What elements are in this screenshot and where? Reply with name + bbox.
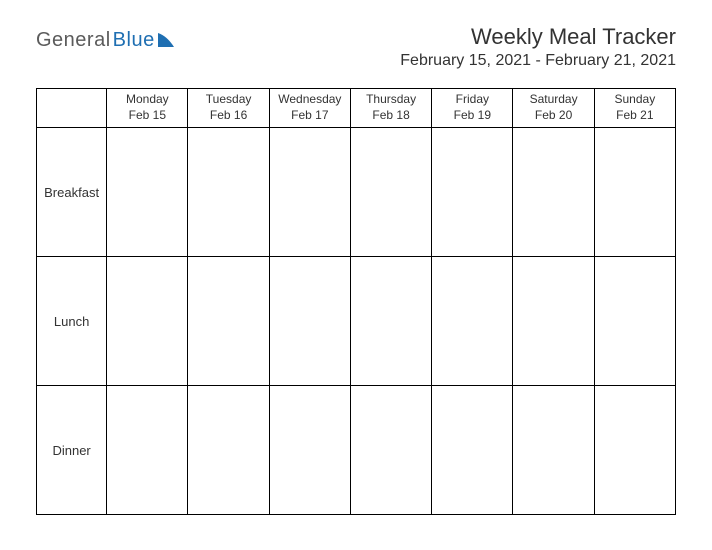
cell xyxy=(513,386,594,515)
cell xyxy=(350,386,431,515)
table-row-dinner: Dinner xyxy=(37,386,676,515)
col-daydate: Feb 16 xyxy=(188,108,268,124)
table-header-row: Monday Feb 15 Tuesday Feb 16 Wednesday F… xyxy=(37,89,676,128)
col-daydate: Feb 18 xyxy=(351,108,431,124)
header-row: General Blue Weekly Meal Tracker Februar… xyxy=(36,24,676,70)
cell xyxy=(432,257,513,386)
cell xyxy=(432,128,513,257)
col-dayname: Monday xyxy=(107,92,187,108)
col-dayname: Wednesday xyxy=(270,92,350,108)
cell xyxy=(188,257,269,386)
cell xyxy=(594,128,675,257)
table-corner-cell xyxy=(37,89,107,128)
col-dayname: Saturday xyxy=(513,92,593,108)
sail-icon xyxy=(157,32,177,48)
cell xyxy=(188,386,269,515)
cell xyxy=(269,128,350,257)
title-block: Weekly Meal Tracker February 15, 2021 - … xyxy=(400,24,676,70)
row-label-dinner: Dinner xyxy=(37,386,107,515)
cell xyxy=(513,257,594,386)
table-row-lunch: Lunch xyxy=(37,257,676,386)
col-dayname: Tuesday xyxy=(188,92,268,108)
page: General Blue Weekly Meal Tracker Februar… xyxy=(0,0,712,550)
cell xyxy=(188,128,269,257)
col-dayname: Friday xyxy=(432,92,512,108)
col-header-thursday: Thursday Feb 18 xyxy=(350,89,431,128)
col-daydate: Feb 15 xyxy=(107,108,187,124)
cell xyxy=(107,128,188,257)
col-daydate: Feb 17 xyxy=(270,108,350,124)
meal-tracker-table: Monday Feb 15 Tuesday Feb 16 Wednesday F… xyxy=(36,88,676,515)
col-header-wednesday: Wednesday Feb 17 xyxy=(269,89,350,128)
cell xyxy=(432,386,513,515)
col-header-sunday: Sunday Feb 21 xyxy=(594,89,675,128)
cell xyxy=(269,257,350,386)
page-title: Weekly Meal Tracker xyxy=(400,24,676,50)
logo-word-general: General xyxy=(36,30,111,50)
row-label-breakfast: Breakfast xyxy=(37,128,107,257)
cell xyxy=(107,386,188,515)
cell xyxy=(594,386,675,515)
col-daydate: Feb 21 xyxy=(595,108,675,124)
col-header-saturday: Saturday Feb 20 xyxy=(513,89,594,128)
cell xyxy=(107,257,188,386)
col-header-friday: Friday Feb 19 xyxy=(432,89,513,128)
col-header-tuesday: Tuesday Feb 16 xyxy=(188,89,269,128)
row-label-lunch: Lunch xyxy=(37,257,107,386)
cell xyxy=(350,257,431,386)
cell xyxy=(350,128,431,257)
col-daydate: Feb 20 xyxy=(513,108,593,124)
col-daydate: Feb 19 xyxy=(432,108,512,124)
table-row-breakfast: Breakfast xyxy=(37,128,676,257)
col-dayname: Sunday xyxy=(595,92,675,108)
page-subtitle: February 15, 2021 - February 21, 2021 xyxy=(400,52,676,70)
logo: General Blue xyxy=(36,24,177,50)
cell xyxy=(513,128,594,257)
cell xyxy=(269,386,350,515)
cell xyxy=(594,257,675,386)
col-header-monday: Monday Feb 15 xyxy=(107,89,188,128)
logo-word-blue: Blue xyxy=(113,30,155,50)
col-dayname: Thursday xyxy=(351,92,431,108)
